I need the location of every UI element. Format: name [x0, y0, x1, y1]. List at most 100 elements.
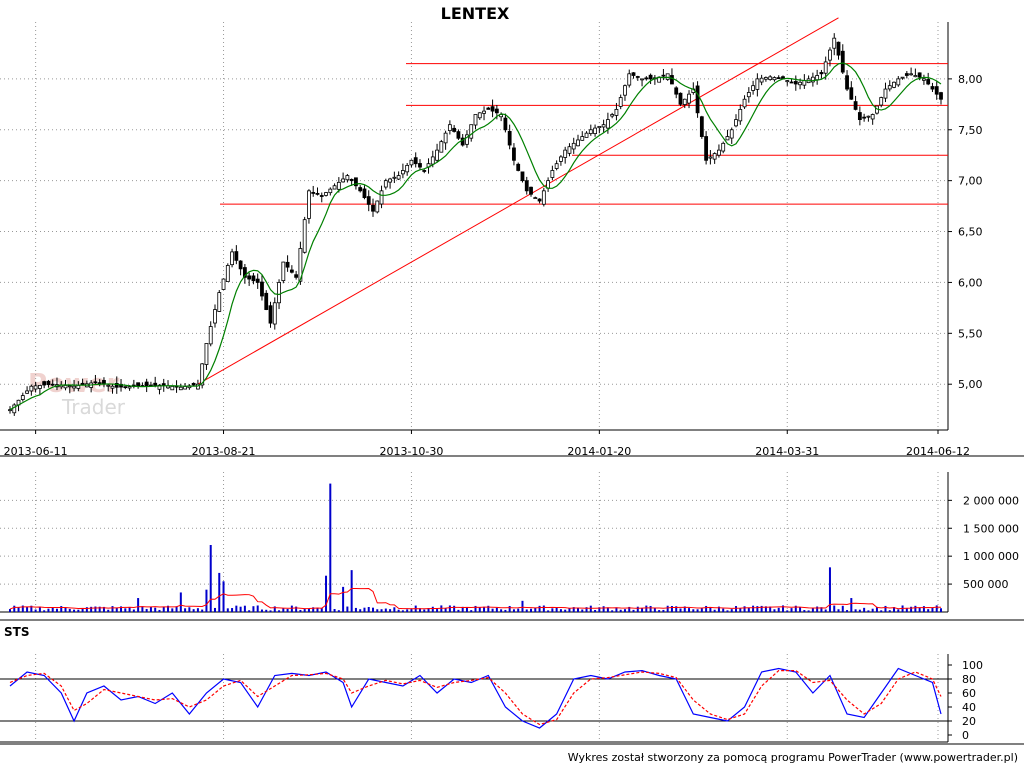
volume-bar [521, 600, 524, 612]
volume-bar [320, 607, 323, 612]
candle-body [670, 75, 674, 85]
candle-body [456, 131, 461, 139]
volume-bar [222, 581, 225, 612]
candle-body [798, 81, 802, 86]
candle-body [922, 78, 926, 81]
volume-bar [555, 607, 558, 612]
candle-body [584, 132, 589, 138]
volume-bar [13, 605, 16, 612]
candle-body [422, 170, 427, 172]
candle-body [635, 76, 640, 78]
candle-body [341, 178, 346, 183]
volume-bar [120, 606, 123, 612]
volume-bar [102, 606, 105, 612]
volume-bar [427, 608, 430, 612]
candle-body [25, 390, 29, 394]
volume-bar [495, 607, 498, 612]
volume-bar [9, 609, 11, 612]
volume-bar [585, 607, 588, 612]
volume-bar [935, 605, 938, 612]
volume-bar [21, 605, 24, 612]
candle-body [375, 200, 380, 213]
candle-body [648, 74, 653, 80]
candle-body [550, 170, 555, 178]
volume-bar [816, 606, 819, 612]
volume-bar [628, 606, 631, 612]
candle-body [183, 386, 187, 390]
volume-bar [875, 606, 878, 612]
candle-body [764, 77, 768, 80]
candle-body [136, 382, 141, 387]
candle-body [392, 176, 397, 179]
candle-body [593, 127, 597, 135]
x-tick-label: 2013-10-30 [379, 445, 443, 458]
candle-body [418, 163, 422, 168]
volume-bar [406, 609, 409, 612]
candle-body [413, 157, 418, 165]
watermark: Power Trader [28, 369, 126, 419]
volume-bar [64, 607, 67, 612]
candle-body [699, 116, 704, 137]
volume-bar [265, 609, 268, 612]
y-tick-label: 60 [962, 687, 976, 700]
candle-body [580, 136, 585, 141]
candle-body [29, 385, 34, 392]
candle-body [674, 87, 679, 95]
candle-body [734, 119, 738, 127]
volume-bar [572, 607, 575, 612]
candle-body [106, 384, 111, 387]
volume-bar [260, 609, 263, 612]
candle-body [571, 142, 576, 150]
candle-body [729, 129, 734, 139]
volume-bar [81, 608, 84, 612]
volume-bar [337, 610, 340, 612]
volume-bar [747, 607, 750, 612]
candle-body [409, 159, 414, 166]
volume-bar [705, 605, 708, 612]
volume-bar [769, 606, 772, 612]
candle-body [627, 73, 632, 86]
candle-body [170, 386, 175, 391]
volume-bar [342, 586, 345, 612]
candle-body [12, 404, 17, 414]
volume-bar [931, 607, 934, 612]
volume-bar [312, 607, 315, 612]
volume-bar [645, 605, 648, 612]
volume-bar [504, 609, 507, 612]
y-tick-label: 5,00 [958, 378, 983, 391]
candle-body [336, 181, 341, 190]
candle-body [913, 75, 918, 78]
candle-body [896, 78, 901, 86]
volume-bar [807, 610, 810, 612]
candle-body [738, 109, 743, 122]
candle-body [776, 77, 781, 80]
candle-body [610, 114, 615, 117]
volume-bar [764, 606, 767, 612]
volume-bar [846, 610, 849, 612]
volume-bar [444, 608, 447, 612]
candle-body [815, 75, 820, 81]
volume-bar [773, 609, 776, 612]
candle-body [605, 119, 610, 129]
volume-bar [307, 608, 310, 612]
candle-body [430, 156, 435, 165]
volume-bar [662, 609, 665, 612]
volume-bar [132, 609, 135, 612]
volume-bar [820, 607, 823, 612]
candle-body [242, 267, 247, 278]
candle-body [281, 261, 286, 282]
volume-bar [841, 605, 844, 612]
volume-bar [235, 605, 238, 612]
volume-bar [329, 483, 332, 612]
candle-body [529, 186, 533, 195]
volume-bar [658, 610, 661, 612]
candle-body [849, 87, 854, 100]
volume-bar [653, 608, 656, 612]
candle-body [909, 73, 914, 76]
y-tick-label: 20 [962, 715, 976, 728]
candle-body [80, 382, 85, 386]
candle-body [597, 125, 602, 129]
volume-bar [372, 607, 375, 612]
volume-bar [743, 606, 746, 612]
candle-body [349, 178, 354, 182]
